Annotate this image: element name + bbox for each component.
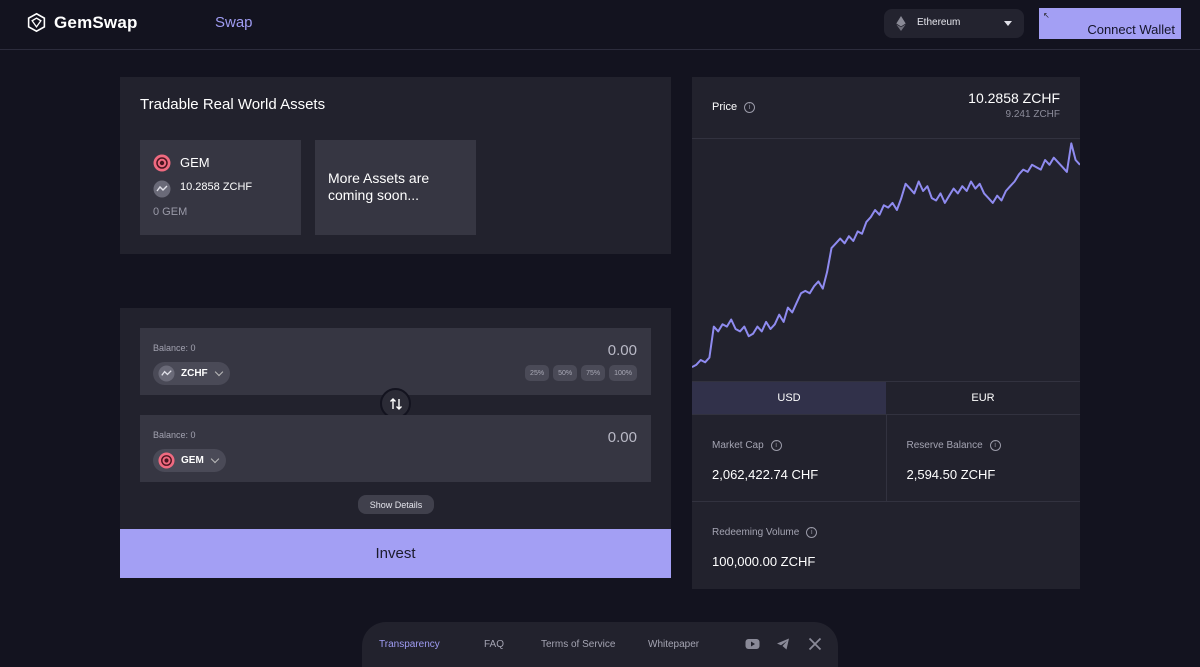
- reserve-balance-stat: Reserve Balance i 2,594.50 ZCHF: [885, 415, 1081, 501]
- percent-buttons: 25% 50% 75% 100%: [525, 365, 637, 381]
- assets-title: Tradable Real World Assets: [140, 96, 326, 113]
- invest-button[interactable]: Invest: [120, 529, 671, 578]
- from-token-select[interactable]: ZCHF: [153, 362, 230, 385]
- from-balance: Balance: 0: [153, 343, 196, 353]
- from-amount-input[interactable]: 0.00: [607, 342, 637, 359]
- percent-75-button[interactable]: 75%: [581, 365, 606, 381]
- more-assets-card: More Assets are coming soon...: [315, 140, 476, 235]
- redeeming-volume-stat: Redeeming Volume i 100,000.00 ZCHF: [692, 502, 1080, 589]
- telegram-icon[interactable]: [776, 637, 790, 651]
- show-details-button[interactable]: Show Details: [358, 495, 434, 514]
- footer-link-terms[interactable]: Terms of Service: [541, 639, 616, 650]
- footer-link-whitepaper[interactable]: Whitepaper: [648, 639, 700, 650]
- market-cap-label: Market Cap: [712, 440, 764, 451]
- to-balance: Balance: 0: [153, 430, 196, 440]
- gemswap-logo-icon: [27, 12, 46, 33]
- swap-panel: Balance: 0 0.00 ZCHF 25% 50% 75% 100% Ba…: [120, 308, 671, 578]
- network-selector[interactable]: Ethereum: [884, 9, 1024, 38]
- from-token-label: ZCHF: [181, 368, 208, 379]
- asset-name: GEM: [180, 155, 210, 170]
- to-token-label: GEM: [181, 455, 204, 466]
- market-cap-stat: Market Cap i 2,062,422.74 CHF: [692, 415, 886, 501]
- redeeming-label: Redeeming Volume: [712, 527, 800, 538]
- chevron-down-icon: [214, 367, 223, 377]
- percent-50-button[interactable]: 50%: [553, 365, 578, 381]
- zchf-token-icon: [153, 180, 171, 198]
- youtube-icon[interactable]: [745, 637, 760, 651]
- brand-name: GemSwap: [54, 12, 138, 32]
- gem-token-icon: [153, 154, 171, 172]
- to-token-select[interactable]: GEM: [153, 449, 226, 472]
- to-token-box: Balance: 0 0.00 GEM: [140, 415, 651, 482]
- stats-section: Market Cap i 2,062,422.74 CHF Reserve Ba…: [692, 415, 1080, 589]
- x-icon[interactable]: [808, 637, 822, 651]
- info-icon[interactable]: i: [770, 440, 782, 451]
- reserve-label: Reserve Balance: [906, 440, 983, 451]
- percent-25-button[interactable]: 25%: [525, 365, 550, 381]
- tab-eur[interactable]: EUR: [971, 392, 995, 404]
- brand-logo[interactable]: GemSwap: [26, 12, 138, 33]
- footer-link-faq[interactable]: FAQ: [484, 639, 505, 650]
- asset-balance: 0 GEM: [153, 206, 188, 218]
- tab-usd[interactable]: USD: [692, 382, 886, 414]
- caret-down-icon: [1004, 21, 1012, 26]
- price-sub: 9.241 ZCHF: [1005, 109, 1060, 120]
- price-label: Price: [712, 101, 738, 113]
- info-icon[interactable]: i: [744, 101, 756, 113]
- price-chart-svg: [692, 142, 1080, 368]
- arrow-corner-icon: ↖: [1043, 11, 1050, 20]
- chevron-down-icon: [210, 454, 220, 464]
- redeeming-value: 100,000.00 ZCHF: [712, 554, 816, 569]
- ethereum-icon: [896, 16, 906, 31]
- nav-swap-link[interactable]: Swap: [215, 14, 253, 31]
- top-bar: GemSwap Swap Ethereum ↖ Connect Wallet: [0, 0, 1200, 50]
- zchf-token-icon: [158, 365, 175, 382]
- price-main: 10.2858 ZCHF: [968, 90, 1060, 106]
- info-icon[interactable]: i: [806, 527, 818, 538]
- stats-row: Redeeming Volume i 100,000.00 ZCHF: [692, 502, 1080, 589]
- connect-wallet-label: Connect Wallet: [1087, 22, 1175, 37]
- info-icon[interactable]: i: [989, 440, 1001, 451]
- connect-wallet-button[interactable]: ↖ Connect Wallet: [1039, 8, 1181, 39]
- percent-100-button[interactable]: 100%: [609, 365, 637, 381]
- price-chart: [692, 138, 1080, 381]
- market-cap-value: 2,062,422.74 CHF: [712, 467, 819, 482]
- currency-tabs: USD EUR: [692, 381, 1080, 415]
- reserve-label-group: Reserve Balance i: [907, 440, 1001, 451]
- price-panel: Price i 10.2858 ZCHF 9.241 ZCHF USD EUR …: [692, 77, 1080, 589]
- to-amount-input[interactable]: 0.00: [607, 429, 637, 446]
- swap-arrows-icon: [389, 397, 402, 410]
- redeeming-label-group: Redeeming Volume i: [712, 527, 818, 538]
- gem-token-icon: [158, 452, 175, 469]
- price-line: [692, 142, 1080, 368]
- footer-bar: Transparency FAQ Terms of Service Whitep…: [362, 622, 838, 667]
- reserve-value: 2,594.50 ZCHF: [906, 467, 996, 482]
- from-token-box: Balance: 0 0.00 ZCHF 25% 50% 75% 100%: [140, 328, 651, 395]
- stats-row: Market Cap i 2,062,422.74 CHF Reserve Ba…: [692, 415, 1080, 502]
- price-label-group: Price i: [712, 101, 756, 113]
- footer-link-transparency[interactable]: Transparency: [379, 639, 440, 650]
- assets-panel: Tradable Real World Assets GEM 10.2858 Z…: [120, 77, 671, 254]
- network-label: Ethereum: [917, 17, 961, 28]
- asset-price: 10.2858 ZCHF: [180, 181, 253, 193]
- market-cap-label-group: Market Cap i: [712, 440, 782, 451]
- asset-card-gem[interactable]: GEM 10.2858 ZCHF 0 GEM: [140, 140, 301, 235]
